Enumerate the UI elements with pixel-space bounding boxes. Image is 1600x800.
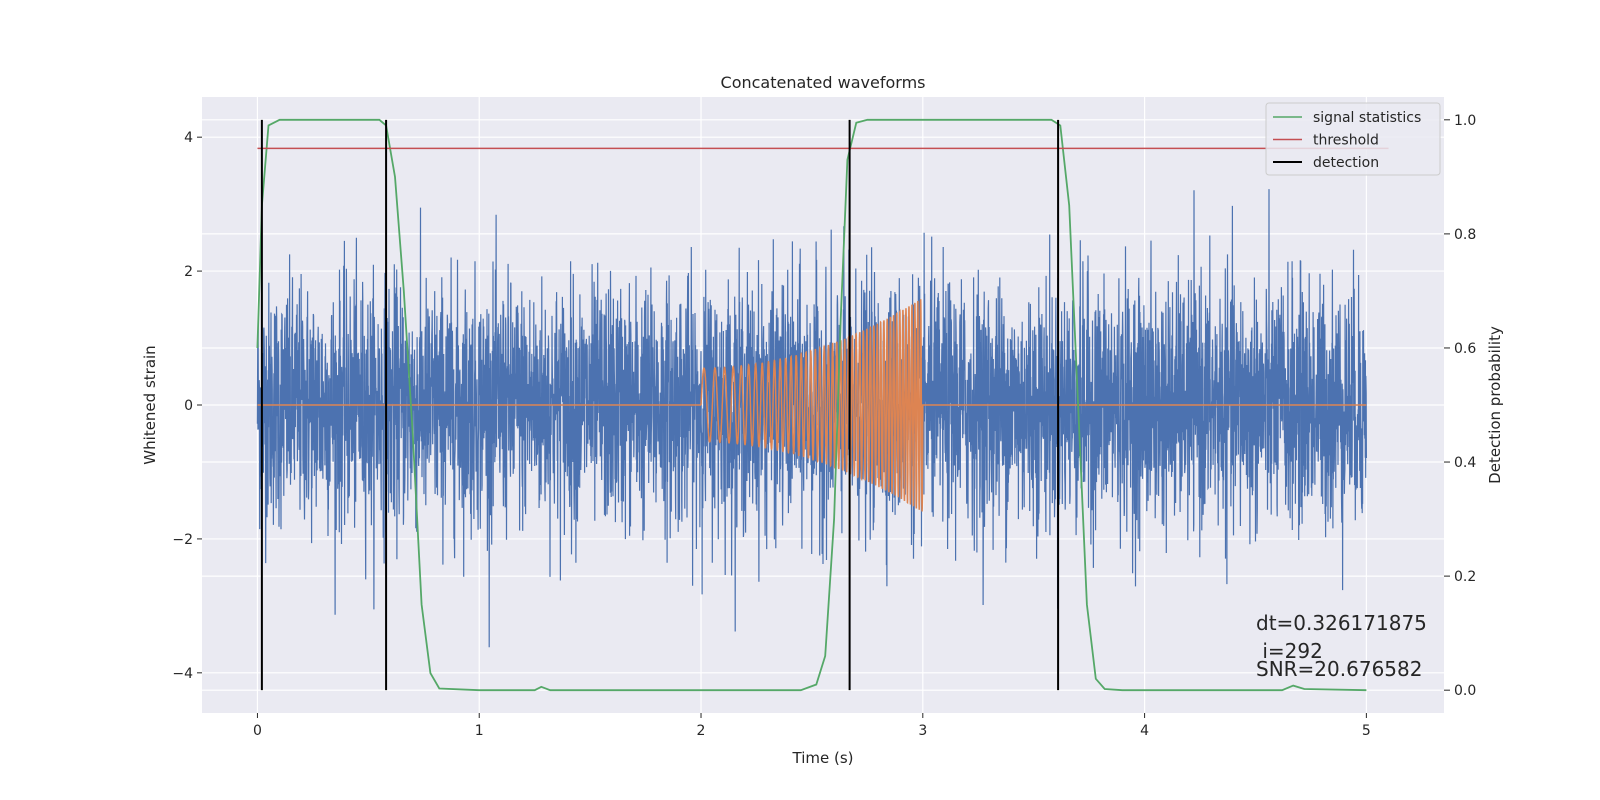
y-tick-label-left: 2 [184, 264, 193, 280]
y-axis-left: −4 −2 0 2 4 [172, 130, 202, 682]
legend-entry: detection [1313, 155, 1379, 171]
y-axis-label-right: Detection probability [1486, 326, 1504, 484]
legend-box [1265, 102, 1441, 176]
annotation-dt: dt=0.326171875 [1256, 611, 1427, 635]
annotation-i: i=292 [1256, 639, 1323, 663]
y-tick-label-right: 0.0 [1454, 683, 1476, 699]
x-axis-label: Time (s) [792, 749, 854, 767]
legend-entry: signal statistics [1313, 110, 1421, 126]
x-tick-label: 0 [253, 723, 262, 739]
x-axis: 0 1 2 3 4 5 [253, 713, 1371, 739]
y-axis-label-left: Whitened strain [141, 345, 159, 464]
y-tick-label-right: 0.6 [1454, 341, 1476, 357]
x-tick-label: 4 [1140, 723, 1149, 739]
series-injected-chirp [257, 299, 1367, 512]
y-axis-right: 0.0 0.2 0.4 0.6 0.8 1.0 [1444, 113, 1476, 699]
y-tick-label-left: 4 [184, 130, 193, 146]
plot-area [256, 118, 1389, 692]
legend: signal statistics threshold detection [1265, 102, 1441, 176]
x-tick-label: 2 [697, 723, 706, 739]
y-tick-label-right: 0.2 [1454, 569, 1476, 585]
annotation-block: dt=0.326171875 i=292 SNR=20.676582 [1256, 611, 1427, 681]
annotation-snr: SNR=20.676582 [1256, 657, 1422, 681]
x-tick-label: 3 [918, 723, 927, 739]
y-tick-label-left: −4 [172, 666, 193, 682]
x-tick-label: 5 [1362, 723, 1371, 739]
series-signal-statistics [256, 118, 1367, 692]
y-tick-label-right: 1.0 [1454, 113, 1476, 129]
legend-entry: threshold [1313, 133, 1379, 149]
chart-title: Concatenated waveforms [721, 73, 926, 92]
y-tick-label-left: −2 [172, 532, 193, 548]
y-tick-label-right: 0.8 [1454, 227, 1476, 243]
y-tick-label-right: 0.4 [1454, 455, 1476, 471]
y-tick-label-left: 0 [184, 398, 193, 414]
x-tick-label: 1 [475, 723, 484, 739]
